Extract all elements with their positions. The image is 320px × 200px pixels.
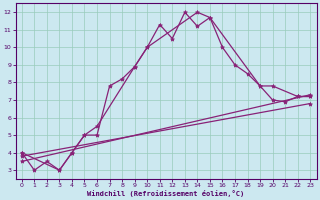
X-axis label: Windchill (Refroidissement éolien,°C): Windchill (Refroidissement éolien,°C) — [87, 190, 245, 197]
